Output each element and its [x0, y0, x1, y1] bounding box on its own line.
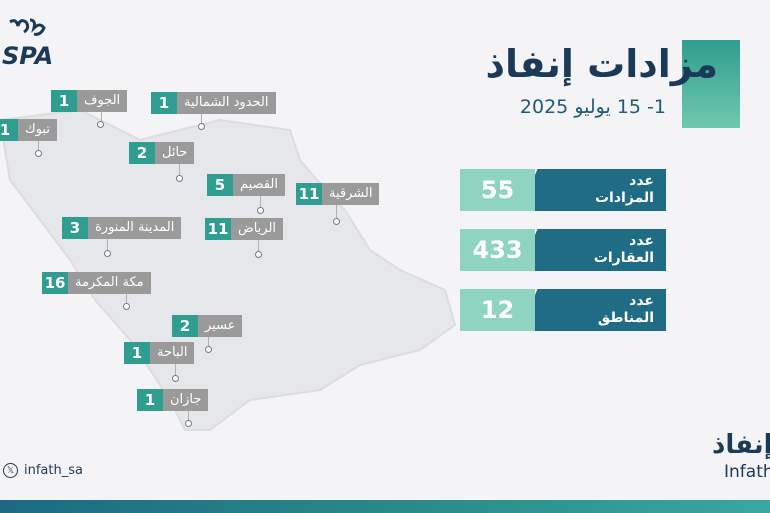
- region-pin: جازان 1: [137, 389, 209, 427]
- region-pin: الحدود الشمالية 1: [151, 92, 276, 130]
- page-title: مزادات إنفاذ: [485, 42, 718, 86]
- region-count: 16: [42, 272, 68, 294]
- stat-label-line2: المزادات: [594, 190, 654, 206]
- location-dot-icon: [255, 251, 262, 258]
- social-handle[interactable]: 𝕏 infath_sa: [3, 463, 83, 478]
- region-name: تبوك: [18, 119, 57, 141]
- region-pin: عسير 2: [172, 315, 243, 353]
- region-count: 3: [62, 217, 88, 239]
- region-name: القصيم: [233, 174, 285, 196]
- region-pin: الرياض 11: [205, 218, 284, 258]
- location-dot-icon: [97, 121, 104, 128]
- stat-label-line2: المناطق: [597, 310, 654, 326]
- infath-logo-english: Infath: [724, 462, 770, 482]
- region-pin: الشرقية 11: [296, 183, 380, 225]
- infath-logo-arabic: إنفاذ: [712, 430, 770, 460]
- location-dot-icon: [172, 375, 179, 382]
- spa-logo: SPA: [2, 18, 53, 68]
- region-pin: مكة المكرمة 16: [42, 272, 151, 310]
- region-count: 1: [151, 92, 177, 114]
- x-icon: 𝕏: [3, 463, 18, 478]
- stat-properties: عدد العقارات 433: [460, 229, 666, 271]
- location-dot-icon: [123, 303, 130, 310]
- region-name: حائل: [155, 142, 195, 164]
- stat-value: 12: [460, 289, 535, 331]
- handle-text: infath_sa: [24, 463, 83, 478]
- region-name: مكة المكرمة: [68, 272, 151, 294]
- location-dot-icon: [198, 123, 205, 130]
- date-range: 1- 15 يوليو 2025: [519, 96, 666, 118]
- location-dot-icon: [176, 175, 183, 182]
- region-name: عسير: [198, 315, 243, 337]
- region-count: 1: [124, 342, 150, 364]
- region-pin: حائل 2: [129, 142, 195, 182]
- region-count: 5: [207, 174, 233, 196]
- infath-logo: إنفاذ Infath: [712, 430, 770, 486]
- stat-label-line1: عدد: [629, 233, 654, 249]
- stat-label-line1: عدد: [629, 293, 654, 309]
- region-count: 2: [129, 142, 155, 164]
- region-pin: الباحة 1: [124, 342, 195, 382]
- region-name: الباحة: [150, 342, 195, 364]
- region-count: 1: [0, 119, 18, 141]
- region-count: 11: [296, 183, 322, 205]
- region-count: 1: [137, 389, 163, 411]
- region-count: 2: [172, 315, 198, 337]
- location-dot-icon: [257, 207, 264, 214]
- location-dot-icon: [333, 218, 340, 225]
- region-name: الرياض: [231, 218, 284, 240]
- stat-label: عدد المزادات: [520, 169, 666, 211]
- stat-label: عدد المناطق: [520, 289, 666, 331]
- region-count: 1: [51, 90, 77, 112]
- region-pin: الجوف 1: [51, 90, 128, 128]
- stat-auctions: عدد المزادات 55: [460, 169, 666, 211]
- region-pin: المدينة المنورة 3: [62, 217, 182, 257]
- region-count: 11: [205, 218, 231, 240]
- location-dot-icon: [35, 150, 42, 157]
- region-name: الحدود الشمالية: [177, 92, 276, 114]
- region-name: الجوف: [77, 90, 128, 112]
- location-dot-icon: [205, 346, 212, 353]
- region-pin: تبوك 1: [0, 119, 57, 157]
- stat-label-line1: عدد: [629, 173, 654, 189]
- region-pin: القصيم 5: [207, 174, 285, 214]
- saudi-map: [0, 108, 457, 431]
- region-name: الشرقية: [322, 183, 380, 205]
- stat-value: 55: [460, 169, 535, 211]
- stat-regions: عدد المناطق 12: [460, 289, 666, 331]
- stat-value: 433: [460, 229, 535, 271]
- location-dot-icon: [185, 420, 192, 427]
- region-name: المدينة المنورة: [88, 217, 182, 239]
- location-dot-icon: [104, 250, 111, 257]
- title-accent-bar: [682, 40, 740, 128]
- region-name: جازان: [163, 389, 209, 411]
- title-block: مزادات إنفاذ 1- 15 يوليو 2025: [410, 40, 740, 128]
- stat-label: عدد العقارات: [520, 229, 666, 271]
- svg-text:SPA: SPA: [2, 42, 53, 68]
- stat-label-line2: العقارات: [593, 250, 654, 266]
- bottom-bar: [0, 500, 770, 513]
